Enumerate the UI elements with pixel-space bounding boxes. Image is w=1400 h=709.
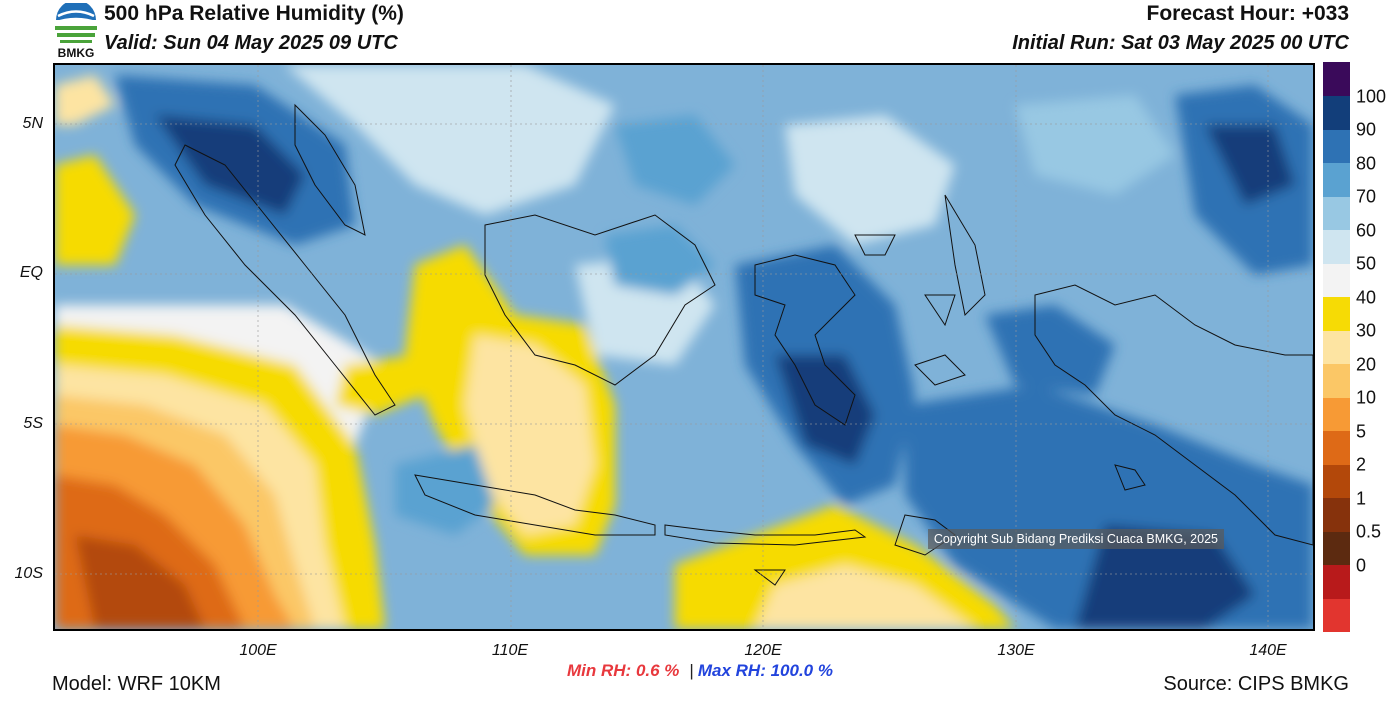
min-rh: Min RH: 0.6 %	[567, 661, 680, 680]
colorbar-segment	[1323, 62, 1350, 97]
rh-contour-fills	[55, 65, 1313, 629]
source-label: Source: CIPS BMKG	[1163, 673, 1349, 695]
colorbar-segment	[1323, 531, 1350, 566]
coastlines	[174, 103, 1313, 586]
max-rh: Max RH: 100.0 %	[697, 661, 833, 680]
humidity-map: Copyright Sub Bidang Prediksi Cuaca BMKG…	[53, 63, 1315, 631]
lon-label-110e: 110E	[491, 642, 529, 659]
colorbar-label: 2	[1356, 454, 1367, 475]
colorbar-label: 70	[1356, 186, 1377, 207]
colorbar-label: 30	[1356, 320, 1377, 341]
humidity-field	[55, 65, 1313, 629]
colorbar-label: 100	[1356, 86, 1387, 107]
colorbar-label: 5	[1356, 421, 1367, 442]
colorbar-segment	[1323, 330, 1350, 365]
lon-label-120e: 120E	[744, 642, 782, 659]
lat-label-5s: 5S	[23, 415, 43, 432]
colorbar-segment	[1323, 196, 1350, 231]
forecast-hour: Forecast Hour: +033	[1146, 2, 1350, 25]
lat-label-10s: 10S	[14, 565, 43, 582]
colorbar-label: 90	[1356, 119, 1377, 140]
colorbar-segment	[1323, 363, 1350, 398]
colorbar-segment	[1323, 263, 1350, 298]
colorbar-label: 40	[1356, 287, 1377, 308]
lon-label-100e: 100E	[239, 642, 277, 659]
colorbar-label: 80	[1356, 153, 1377, 174]
model-label: Model: WRF 10KM	[52, 673, 221, 695]
lat-label-eq: EQ	[19, 264, 43, 281]
bmkg-logo: BMKG	[53, 3, 99, 59]
colorbar-segment	[1323, 95, 1350, 130]
colorbar-segment	[1323, 397, 1350, 432]
colorbar-segment	[1323, 464, 1350, 499]
colorbar-label: 50	[1356, 253, 1377, 274]
rh-stats: Min RH: 0.6 % | Max RH: 100.0 %	[0, 661, 1400, 681]
colorbar-label: 1	[1356, 488, 1367, 509]
stats-separator: |	[689, 661, 694, 680]
colorbar-segment	[1323, 497, 1350, 532]
initial-run: Initial Run: Sat 03 May 2025 00 UTC	[1012, 32, 1349, 54]
map-title: 500 hPa Relative Humidity (%)	[104, 2, 404, 25]
valid-time: Valid: Sun 04 May 2025 09 UTC	[104, 32, 398, 54]
colorbar-segment	[1323, 598, 1350, 633]
colorbar-label: 0.5	[1356, 521, 1382, 542]
colorbar-label: 10	[1356, 387, 1377, 408]
colorbar-label: 0	[1356, 555, 1367, 576]
colorbar-segment	[1323, 564, 1350, 599]
colorbar-segment	[1323, 430, 1350, 465]
colorbar	[1323, 62, 1350, 633]
colorbar-segment	[1323, 229, 1350, 264]
svg-text:BMKG: BMKG	[58, 46, 95, 59]
colorbar-label: 60	[1356, 220, 1377, 241]
lat-label-5n: 5N	[22, 115, 43, 132]
colorbar-segment	[1323, 162, 1350, 197]
lon-label-140e: 140E	[1249, 642, 1287, 659]
copyright-notice: Copyright Sub Bidang Prediksi Cuaca BMKG…	[927, 529, 1224, 549]
colorbar-segment	[1323, 129, 1350, 164]
lon-label-130e: 130E	[997, 642, 1035, 659]
colorbar-segment	[1323, 296, 1350, 331]
colorbar-label: 20	[1356, 354, 1377, 375]
